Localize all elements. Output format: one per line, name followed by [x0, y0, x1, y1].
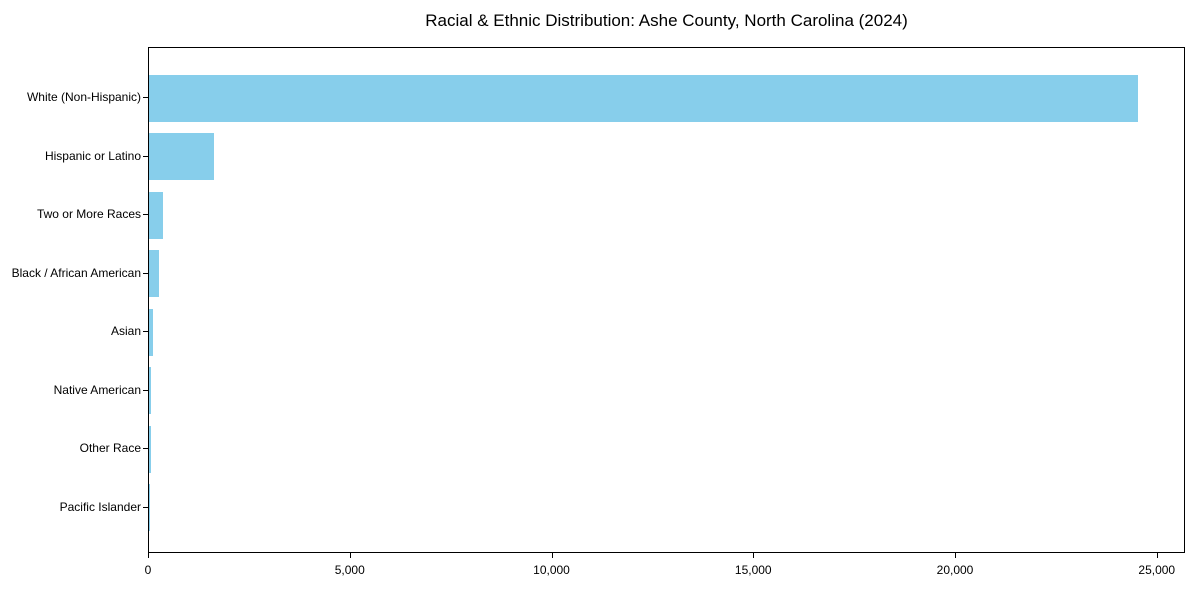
y-tick-mark — [143, 272, 148, 274]
y-tick-mark — [143, 389, 148, 391]
bar — [149, 133, 214, 180]
x-tick-mark — [955, 553, 956, 558]
x-tick-mark — [1156, 553, 1158, 558]
x-tick-label: 15,000 — [734, 563, 772, 577]
bar — [149, 250, 160, 297]
y-tick-mark — [143, 331, 148, 332]
x-tick-mark — [148, 553, 149, 558]
x-tick-label: 0 — [144, 563, 152, 577]
bar — [149, 74, 1138, 122]
x-tick-mark — [753, 553, 755, 558]
y-tick-mark — [143, 155, 148, 157]
y-tick-mark — [143, 97, 148, 98]
y-axis-label: Hispanic or Latino — [44, 148, 141, 163]
x-tick-mark — [349, 553, 351, 558]
x-tick-label: 5,000 — [334, 563, 365, 577]
y-tick-mark — [143, 448, 148, 449]
plot-area — [148, 47, 1185, 553]
y-axis-label: Pacific Islander — [59, 499, 141, 514]
y-axis-label: Asian — [110, 324, 141, 338]
bar — [149, 191, 163, 239]
y-axis-label: Two or More Races — [36, 207, 141, 221]
bar — [149, 308, 154, 356]
bar — [149, 425, 152, 473]
y-axis-label: Other Race — [79, 441, 141, 455]
x-tick-label: 10,000 — [533, 563, 570, 577]
chart-title: Racial & Ethnic Distribution: Ashe Count… — [425, 11, 908, 30]
x-tick-mark — [551, 553, 553, 558]
x-tick-label: 20,000 — [936, 563, 974, 577]
x-tick-label: 25,000 — [1138, 563, 1176, 577]
y-axis-label: Black / African American — [11, 265, 141, 280]
y-axis-label: Native American — [53, 382, 141, 397]
y-tick-mark — [143, 506, 148, 508]
y-tick-mark — [143, 214, 148, 215]
bar — [149, 367, 152, 414]
y-axis-label: White (Non-Hispanic) — [26, 90, 141, 104]
